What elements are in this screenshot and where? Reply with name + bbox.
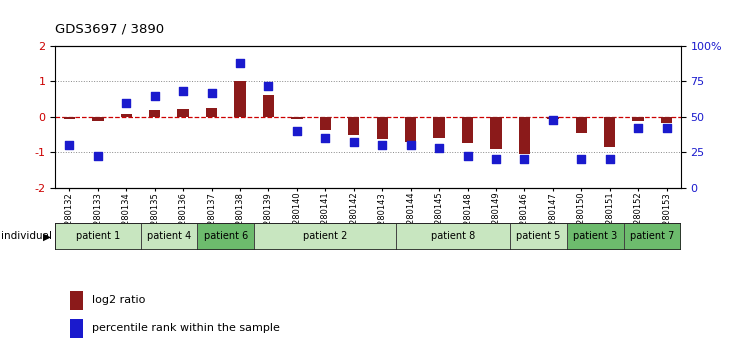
Point [518, 156, 530, 162]
Point [632, 125, 644, 131]
Bar [519, 117, 530, 154]
Point [576, 156, 587, 162]
Text: log2 ratio: log2 ratio [92, 295, 146, 306]
Bar [624, 223, 681, 250]
Point [234, 60, 246, 66]
Point [405, 142, 417, 148]
Bar [434, 117, 445, 138]
Bar [121, 114, 132, 117]
Bar [177, 109, 189, 117]
Text: ▶: ▶ [43, 231, 51, 241]
Bar [263, 95, 274, 117]
Bar [254, 223, 397, 250]
Bar [234, 81, 246, 117]
Point [490, 156, 502, 162]
Bar [377, 117, 388, 139]
Text: patient 1: patient 1 [76, 231, 120, 241]
Bar [319, 117, 331, 130]
Text: patient 4: patient 4 [146, 231, 191, 241]
Point [461, 154, 473, 159]
Text: GDS3697 / 3890: GDS3697 / 3890 [55, 22, 164, 35]
Bar [461, 117, 473, 143]
Text: percentile rank within the sample: percentile rank within the sample [92, 323, 280, 333]
Bar [661, 117, 672, 123]
Bar [576, 117, 587, 133]
Bar [291, 117, 302, 119]
Bar [70, 291, 83, 310]
Point [291, 128, 302, 134]
Point [149, 93, 160, 98]
Point [434, 145, 445, 151]
Bar [397, 223, 510, 250]
Point [177, 88, 189, 94]
Bar [348, 117, 359, 135]
Text: patient 2: patient 2 [303, 231, 347, 241]
Bar [632, 117, 644, 121]
Point [376, 142, 388, 148]
Text: patient 6: patient 6 [204, 231, 248, 241]
Bar [510, 223, 567, 250]
Text: individual: individual [1, 231, 52, 241]
Bar [547, 117, 559, 119]
Bar [197, 223, 254, 250]
Point [604, 156, 615, 162]
Bar [70, 319, 83, 338]
Text: patient 7: patient 7 [630, 231, 675, 241]
Point [63, 142, 75, 148]
Text: patient 5: patient 5 [517, 231, 561, 241]
Point [348, 139, 360, 145]
Bar [55, 223, 141, 250]
Point [661, 125, 673, 131]
Bar [206, 108, 217, 117]
Bar [567, 223, 624, 250]
Bar [141, 223, 197, 250]
Point [92, 154, 104, 159]
Point [547, 117, 559, 122]
Bar [92, 117, 104, 121]
Text: patient 8: patient 8 [431, 231, 475, 241]
Bar [64, 117, 75, 119]
Point [205, 90, 217, 96]
Bar [149, 110, 160, 117]
Point [263, 83, 275, 88]
Bar [604, 117, 615, 147]
Bar [405, 117, 417, 142]
Point [319, 135, 331, 141]
Bar [490, 117, 502, 149]
Point [121, 100, 132, 105]
Text: patient 3: patient 3 [573, 231, 618, 241]
